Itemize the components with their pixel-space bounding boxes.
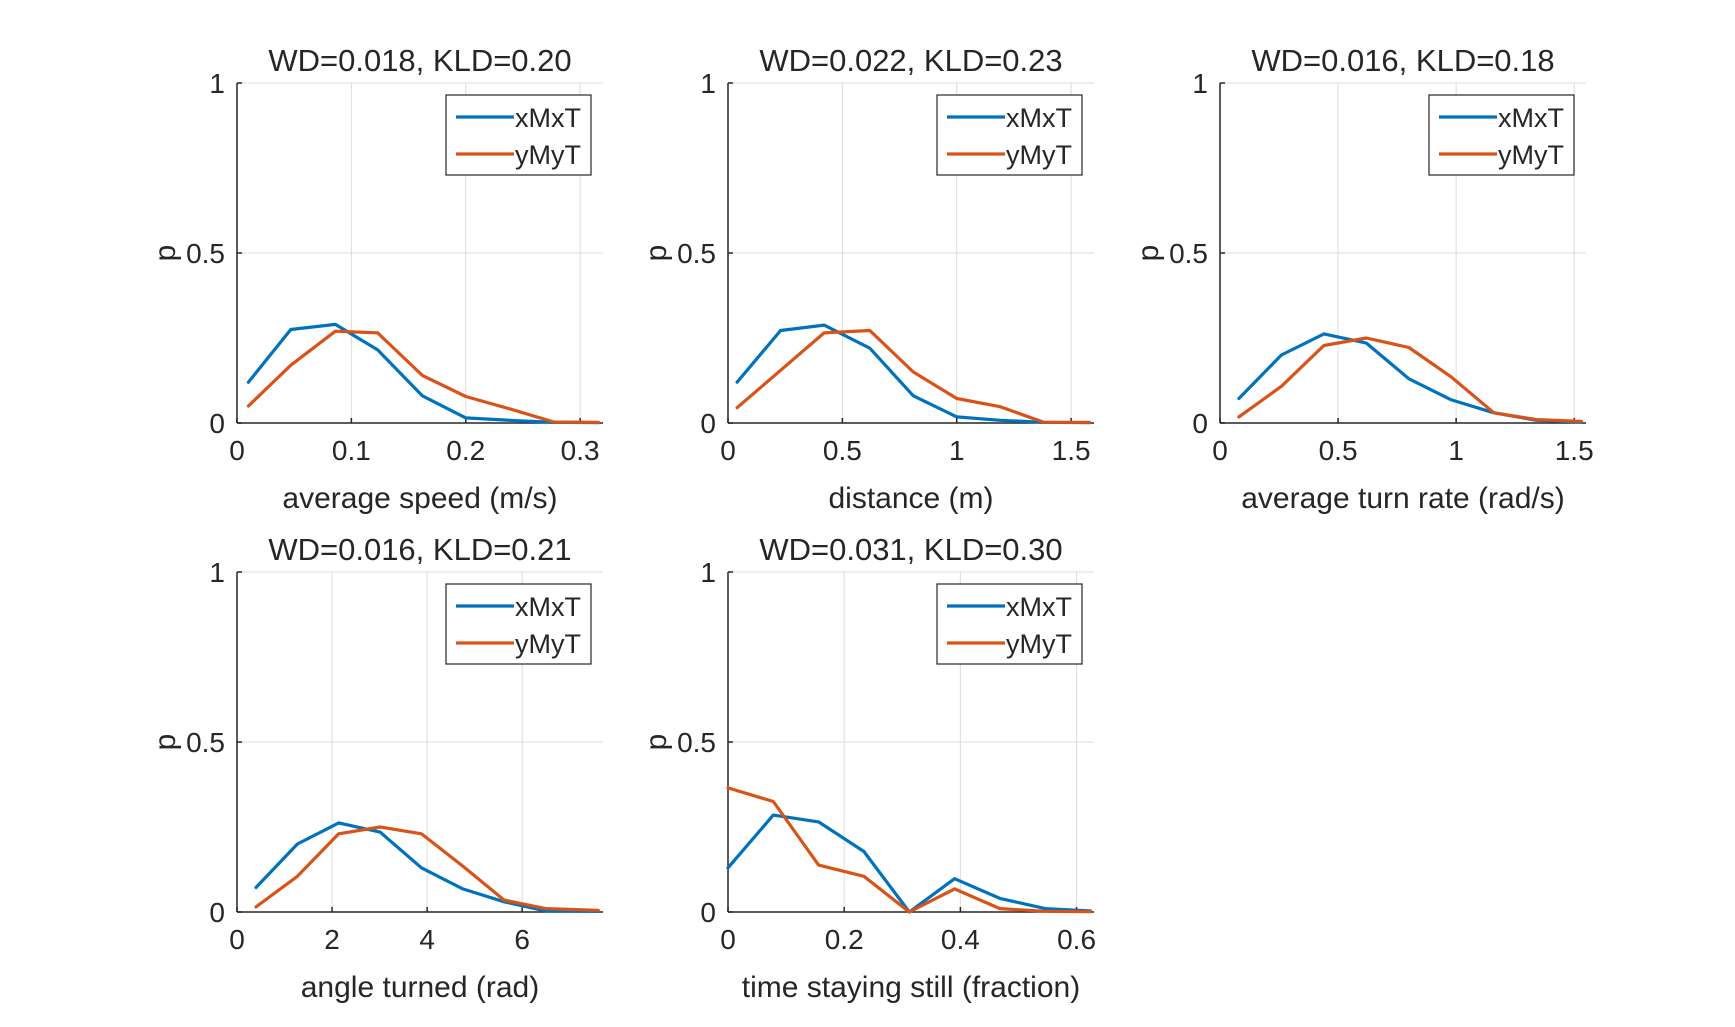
x-axis-label: time staying still (fraction) <box>742 971 1080 1004</box>
legend-label-ymyt: yMyT <box>515 140 581 170</box>
x-tick-label-2: 0.2 <box>825 924 864 955</box>
x-tick-label-3: 1 <box>949 435 965 466</box>
chart-panel-5: 0 0.2 0.4 0.6 0 0.5 1 WD=0.031, KLD=0.30 time st… <box>640 532 1096 1004</box>
x-tick-label-1: 0 <box>229 924 245 955</box>
legend: xMxT yMyT <box>936 94 1083 176</box>
y-tick-label-3: 1 <box>1192 68 1208 99</box>
series-line-ymyt <box>254 825 600 912</box>
y-tick-label-1: 0 <box>1192 408 1208 439</box>
x-tick-label-2: 0.5 <box>823 435 862 466</box>
chart-panel-1: 0 0.1 0.2 0.3 0 0.5 1 WD=0.018, KLD=0.20 average… <box>149 43 603 515</box>
legend-box <box>936 583 1083 665</box>
series-line-xmxt <box>246 322 601 425</box>
chart-panel-4: 0 2 4 6 0 0.5 1 WD=0.016, KLD=0.21 angle turned … <box>149 532 603 1004</box>
legend-label-xmxt: xMxT <box>1006 592 1072 622</box>
y-tick-label-1: 0 <box>700 408 716 439</box>
legend-label-ymyt: yMyT <box>1498 140 1564 170</box>
x-tick-label-1: 0 <box>720 435 736 466</box>
y-axis-label: p <box>149 734 182 751</box>
series-line-ymyt <box>726 786 1093 914</box>
x-tick-label-3: 0.4 <box>941 924 980 955</box>
x-tick-label-2: 0.5 <box>1319 435 1358 466</box>
y-tick-label-2: 0.5 <box>186 238 225 269</box>
legend: xMxT yMyT <box>1428 94 1575 176</box>
legend-label-xmxt: xMxT <box>515 103 581 133</box>
chart-panel-3: 0 0.5 1 1.5 0 0.5 1 WD=0.016, KLD=0.18 average t… <box>1132 43 1594 515</box>
legend: xMxT yMyT <box>445 583 592 665</box>
x-tick-label-4: 1.5 <box>1555 435 1594 466</box>
y-tick-label-2: 0.5 <box>677 727 716 758</box>
x-axis-label: angle turned (rad) <box>301 971 539 1004</box>
y-tick-label-3: 1 <box>700 557 716 588</box>
legend-label-ymyt: yMyT <box>515 629 581 659</box>
y-axis-label: p <box>640 734 673 751</box>
x-tick-label-4: 1.5 <box>1052 435 1091 466</box>
chart-title: WD=0.022, KLD=0.23 <box>759 43 1062 78</box>
chart-title: WD=0.031, KLD=0.30 <box>759 532 1062 567</box>
y-tick-label-1: 0 <box>700 897 716 928</box>
y-axis-label: p <box>149 245 182 262</box>
series-line-xmxt <box>726 813 1093 914</box>
x-tick-label-4: 6 <box>514 924 530 955</box>
legend-label-xmxt: xMxT <box>1006 103 1072 133</box>
series-line-xmxt <box>735 323 1092 425</box>
x-axis-label: average turn rate (rad/s) <box>1241 482 1564 515</box>
x-tick-label-4: 0.6 <box>1057 924 1096 955</box>
x-tick-label-2: 0.1 <box>332 435 371 466</box>
x-tick-label-1: 0 <box>229 435 245 466</box>
chart-title: WD=0.016, KLD=0.21 <box>268 532 571 567</box>
legend-box <box>1428 94 1575 176</box>
legend: xMxT yMyT <box>936 583 1083 665</box>
legend-box <box>445 94 592 176</box>
series-line-ymyt <box>735 328 1092 424</box>
chart-panel-2: 0 0.5 1 1.5 0 0.5 1 WD=0.022, KLD=0.23 distance … <box>640 43 1094 515</box>
x-tick-label-1: 0 <box>1212 435 1228 466</box>
y-tick-label-3: 1 <box>209 557 225 588</box>
x-tick-label-3: 4 <box>419 924 435 955</box>
legend: xMxT yMyT <box>445 94 592 176</box>
legend-label-xmxt: xMxT <box>515 592 581 622</box>
legend-box <box>445 583 592 665</box>
x-tick-label-3: 0.2 <box>446 435 485 466</box>
y-axis-label: p <box>640 245 673 262</box>
x-axis-label: distance (m) <box>828 482 993 515</box>
y-tick-label-1: 0 <box>209 897 225 928</box>
legend-label-xmxt: xMxT <box>1498 103 1564 133</box>
x-tick-label-1: 0 <box>720 924 736 955</box>
series-line-ymyt <box>246 329 601 424</box>
y-tick-label-2: 0.5 <box>677 238 716 269</box>
x-tick-label-2: 2 <box>324 924 340 955</box>
chart-title: WD=0.018, KLD=0.20 <box>268 43 571 78</box>
y-tick-label-3: 1 <box>700 68 716 99</box>
chart-title: WD=0.016, KLD=0.18 <box>1251 43 1554 78</box>
legend-box <box>936 94 1083 176</box>
series-line-xmxt <box>254 821 600 913</box>
y-tick-label-3: 1 <box>209 68 225 99</box>
y-tick-label-2: 0.5 <box>186 727 225 758</box>
series-line-ymyt <box>1237 336 1583 423</box>
x-tick-label-4: 0.3 <box>561 435 600 466</box>
y-tick-label-1: 0 <box>209 408 225 439</box>
y-tick-label-2: 0.5 <box>1169 238 1208 269</box>
x-tick-label-3: 1 <box>1448 435 1464 466</box>
x-axis-label: average speed (m/s) <box>282 482 557 515</box>
y-axis-label: p <box>1132 245 1165 262</box>
legend-label-ymyt: yMyT <box>1006 140 1072 170</box>
legend-label-ymyt: yMyT <box>1006 629 1072 659</box>
